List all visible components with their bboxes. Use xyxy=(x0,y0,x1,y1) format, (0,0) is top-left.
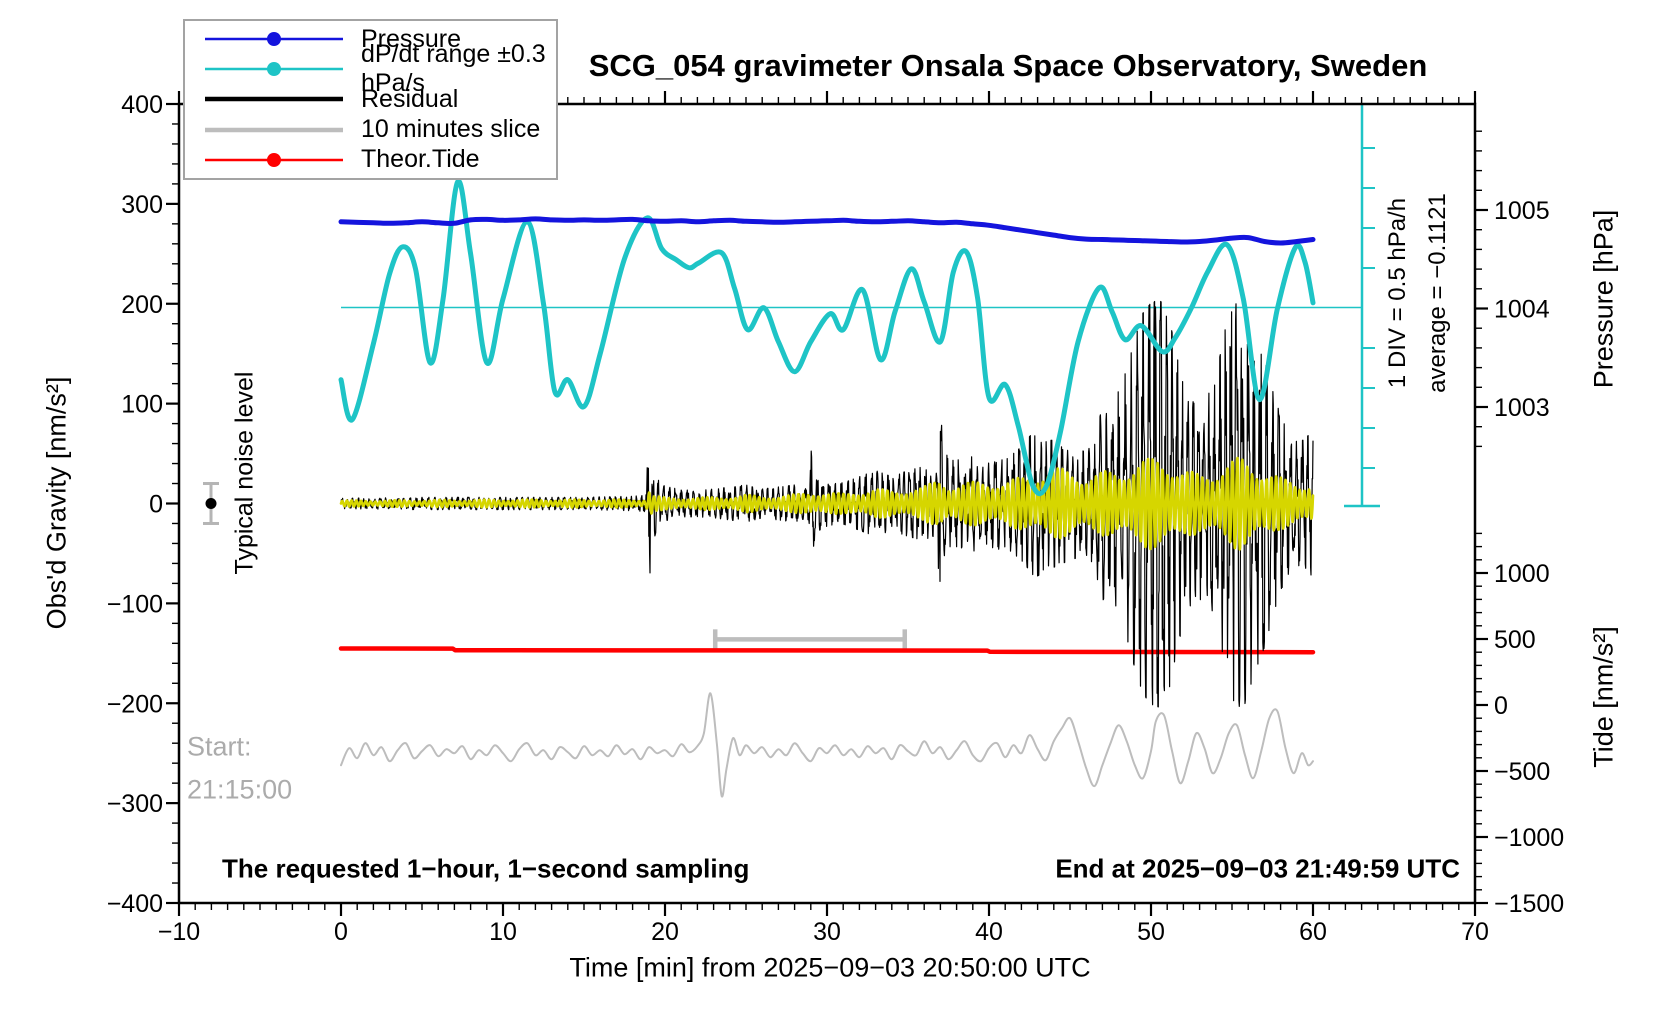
legend-label: Residual xyxy=(361,84,459,113)
legend-label: dP/dt range ±0.3 hPa/s xyxy=(361,40,546,98)
svg-text:−500: −500 xyxy=(1494,758,1550,786)
svg-text:1005: 1005 xyxy=(1494,197,1550,225)
svg-text:60: 60 xyxy=(1299,918,1327,946)
legend-item: Theor.Tide xyxy=(185,145,556,174)
tide-axis-title: Tide [nm/s²] xyxy=(1588,626,1619,768)
svg-text:50: 50 xyxy=(1137,918,1165,946)
svg-text:−1500: −1500 xyxy=(1494,890,1564,918)
legend-sample-dot-line-icon xyxy=(205,62,343,77)
legend-item: Residual xyxy=(185,85,556,113)
svg-text:0: 0 xyxy=(334,918,348,946)
legend-item: 10 minutes slice xyxy=(185,115,556,144)
legend-sample-dot-line-icon xyxy=(205,32,343,47)
end-time-annotation: End at 2025−09−03 21:49:59 UTC xyxy=(1055,853,1460,884)
legend-sample-line-icon xyxy=(205,97,343,102)
svg-text:30: 30 xyxy=(813,918,841,946)
legend-label: 10 minutes slice xyxy=(361,115,541,144)
legend-sample-line-icon xyxy=(205,127,343,132)
svg-text:70: 70 xyxy=(1461,918,1489,946)
svg-text:1004: 1004 xyxy=(1494,296,1550,324)
svg-text:−100: −100 xyxy=(107,590,163,618)
svg-text:−300: −300 xyxy=(107,790,163,818)
svg-text:100: 100 xyxy=(121,391,163,419)
legend-label: Pressure xyxy=(361,24,462,53)
noise-level-label: Typical noise level xyxy=(230,371,259,575)
svg-text:300: 300 xyxy=(121,191,163,219)
svg-text:400: 400 xyxy=(121,91,163,119)
svg-text:−400: −400 xyxy=(107,890,163,918)
svg-text:1000: 1000 xyxy=(1494,560,1550,588)
slice-start-time: 21:15:00 xyxy=(187,774,293,805)
svg-text:10: 10 xyxy=(489,918,517,946)
svg-text:−200: −200 xyxy=(107,690,163,718)
sampling-annotation: The requested 1−hour, 1−second sampling xyxy=(222,853,750,884)
page-title: SCG_054 gravimeter Onsala Space Observat… xyxy=(588,48,1428,83)
svg-text:500: 500 xyxy=(1494,626,1536,654)
left-axis-title: Obs'd Gravity [nm/s²] xyxy=(41,376,72,630)
legend-item: Pressure xyxy=(185,25,556,53)
legend-label: Theor.Tide xyxy=(361,145,480,174)
slice-start-label: Start: xyxy=(187,731,252,762)
legend-item: dP/dt range ±0.3 hPa/s xyxy=(185,40,556,97)
bottom-axis-title: Time [min] from 2025−09−03 20:50:00 UTC xyxy=(569,952,1091,983)
svg-text:40: 40 xyxy=(975,918,1003,946)
legend-sample-dot-line-icon xyxy=(205,152,343,167)
svg-text:200: 200 xyxy=(121,291,163,319)
div-average-label: average = −0.1121 xyxy=(1424,193,1451,393)
svg-text:1003: 1003 xyxy=(1494,394,1550,422)
svg-text:0: 0 xyxy=(149,491,163,519)
div-scale-label: 1 DIV = 0.5 hPa/h xyxy=(1384,197,1411,389)
svg-text:−10: −10 xyxy=(158,918,200,946)
svg-text:0: 0 xyxy=(1494,692,1508,720)
legend: Pressure dP/dt range ±0.3 hPa/s Residual 10… xyxy=(183,19,558,180)
svg-text:−1000: −1000 xyxy=(1494,824,1564,852)
pressure-axis-title: Pressure [hPa] xyxy=(1588,209,1619,389)
svg-text:20: 20 xyxy=(651,918,679,946)
